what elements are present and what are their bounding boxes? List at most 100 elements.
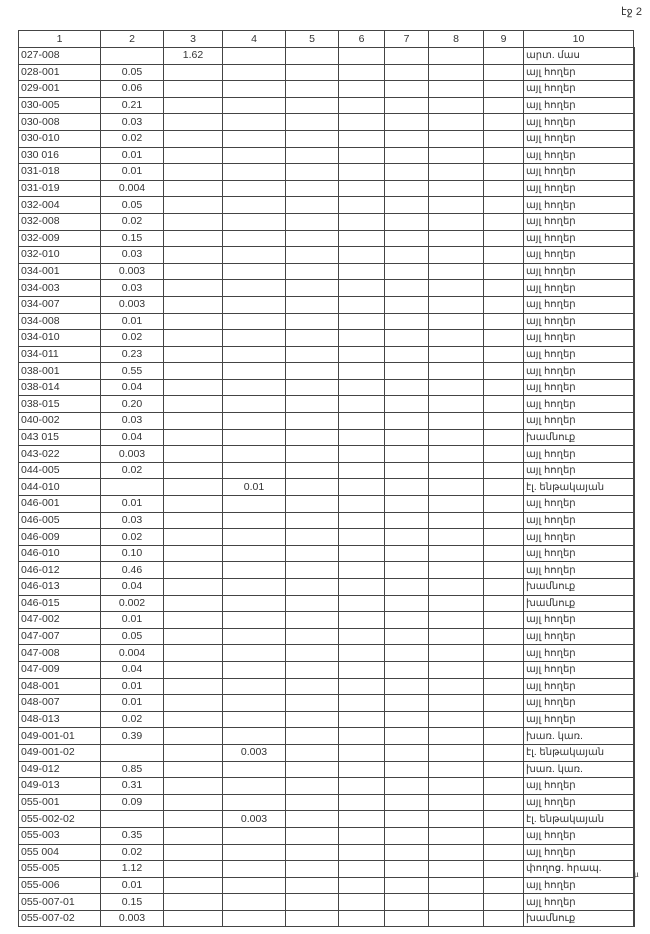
cell-col-4 xyxy=(222,660,286,679)
cell-col-2: 0.02 xyxy=(100,129,164,148)
cell-col-10: այլ հողեր xyxy=(523,694,635,712)
cell-col-4 xyxy=(222,644,286,662)
cell-col-10: այլ հողեր xyxy=(523,893,635,911)
cell-col-9 xyxy=(483,196,524,214)
cell-col-4 xyxy=(222,544,286,563)
column-header: 3 xyxy=(163,30,223,48)
cell-col-4 xyxy=(222,395,286,414)
cell-col-1: 027-008 xyxy=(18,47,101,65)
cell-col-1: 047-008 xyxy=(18,644,101,662)
cell-col-4 xyxy=(222,345,286,364)
cell-col-5 xyxy=(285,412,339,430)
cell-col-1: 032-008 xyxy=(18,212,101,231)
cell-col-8 xyxy=(428,461,484,480)
cell-col-9 xyxy=(483,478,524,497)
cell-col-6 xyxy=(338,876,385,895)
cell-col-1: 040-002 xyxy=(18,412,101,430)
cell-col-1: 038-014 xyxy=(18,378,101,397)
cell-col-9 xyxy=(483,345,524,364)
cell-col-7 xyxy=(384,777,429,795)
cell-col-7 xyxy=(384,163,429,181)
table-row: 027-008 1.62 արտ. մաս xyxy=(18,47,635,65)
cell-col-1: 055-002-02 xyxy=(18,810,101,828)
cell-col-2: 0.05 xyxy=(100,196,164,214)
cell-col-5 xyxy=(285,129,339,148)
cell-col-5 xyxy=(285,212,339,231)
cell-col-1: 044-005 xyxy=(18,461,101,480)
cell-col-5 xyxy=(285,909,339,928)
cell-col-7 xyxy=(384,345,429,364)
table-row: 034-001 0.003 այլ հողեր xyxy=(18,262,635,281)
cell-col-3 xyxy=(163,279,223,297)
cell-col-3 xyxy=(163,677,223,696)
table-row: 049-001-02 0.003 էլ. ենթակայան xyxy=(18,743,635,762)
cell-col-8 xyxy=(428,212,484,231)
cell-col-7 xyxy=(384,511,429,530)
cell-col-8 xyxy=(428,345,484,364)
cell-col-7 xyxy=(384,295,429,314)
cell-col-6 xyxy=(338,727,385,745)
cell-col-10: այլ հողեր xyxy=(523,627,635,646)
cell-col-6 xyxy=(338,561,385,579)
cell-col-1: 034-007 xyxy=(18,295,101,314)
cell-col-2: 0.01 xyxy=(100,611,164,629)
margin-mark: µ xyxy=(634,870,639,879)
cell-col-2: 0.002 xyxy=(100,594,164,613)
cell-col-6 xyxy=(338,677,385,696)
cell-col-2: 0.31 xyxy=(100,777,164,795)
cell-col-5 xyxy=(285,611,339,629)
cell-col-5 xyxy=(285,578,339,596)
cell-col-6 xyxy=(338,578,385,596)
cell-col-10: այլ հողեր xyxy=(523,262,635,281)
cell-col-8 xyxy=(428,279,484,297)
cell-col-6 xyxy=(338,826,385,845)
cell-col-10: այլ հողեր xyxy=(523,96,635,115)
cell-col-1: 055-007-02 xyxy=(18,909,101,928)
column-header: 4 xyxy=(222,30,286,48)
cell-col-4 xyxy=(222,312,286,331)
cell-col-2: 0.02 xyxy=(100,461,164,480)
cell-col-3 xyxy=(163,329,223,347)
cell-col-8 xyxy=(428,909,484,928)
cell-col-6 xyxy=(338,528,385,546)
cell-col-3 xyxy=(163,395,223,414)
cell-col-9 xyxy=(483,893,524,911)
cell-col-5 xyxy=(285,295,339,314)
cell-col-7 xyxy=(384,47,429,65)
cell-col-7 xyxy=(384,826,429,845)
cell-col-3 xyxy=(163,760,223,779)
cell-col-9 xyxy=(483,229,524,248)
cell-col-9 xyxy=(483,810,524,828)
cell-col-5 xyxy=(285,495,339,513)
cell-col-6 xyxy=(338,312,385,331)
table-row: 044-010 0.01 էլ. ենթակայան xyxy=(18,478,635,497)
table-row: 032-009 0.15 այլ հողեր xyxy=(18,229,635,248)
header-row: 1 2 3 4 5 6 7 8 9 10 xyxy=(18,30,634,48)
cell-col-7 xyxy=(384,428,429,447)
cell-col-1: 046-015 xyxy=(18,594,101,613)
cell-col-4 xyxy=(222,594,286,613)
cell-col-5 xyxy=(285,312,339,331)
cell-col-6 xyxy=(338,163,385,181)
cell-col-9 xyxy=(483,146,524,165)
cell-col-8 xyxy=(428,329,484,347)
cell-col-4 xyxy=(222,113,286,131)
table-row: 030-010 0.02 այլ հողեր xyxy=(18,129,635,148)
cell-col-9 xyxy=(483,279,524,297)
cell-col-9 xyxy=(483,163,524,181)
cell-col-1: 032-010 xyxy=(18,246,101,264)
cell-col-8 xyxy=(428,826,484,845)
cell-col-1: 049-001-02 xyxy=(18,743,101,762)
cell-col-1: 031-019 xyxy=(18,179,101,198)
cell-col-7 xyxy=(384,544,429,563)
cell-col-6 xyxy=(338,843,385,862)
cell-col-1: 055-003 xyxy=(18,826,101,845)
cell-col-2: 0.004 xyxy=(100,179,164,198)
cell-col-2: 0.01 xyxy=(100,146,164,165)
cell-col-1: 046-012 xyxy=(18,561,101,579)
cell-col-10: այլ հողեր xyxy=(523,826,635,845)
cell-col-3 xyxy=(163,80,223,98)
cell-col-9 xyxy=(483,909,524,928)
cell-col-3 xyxy=(163,860,223,878)
cell-col-9 xyxy=(483,428,524,447)
